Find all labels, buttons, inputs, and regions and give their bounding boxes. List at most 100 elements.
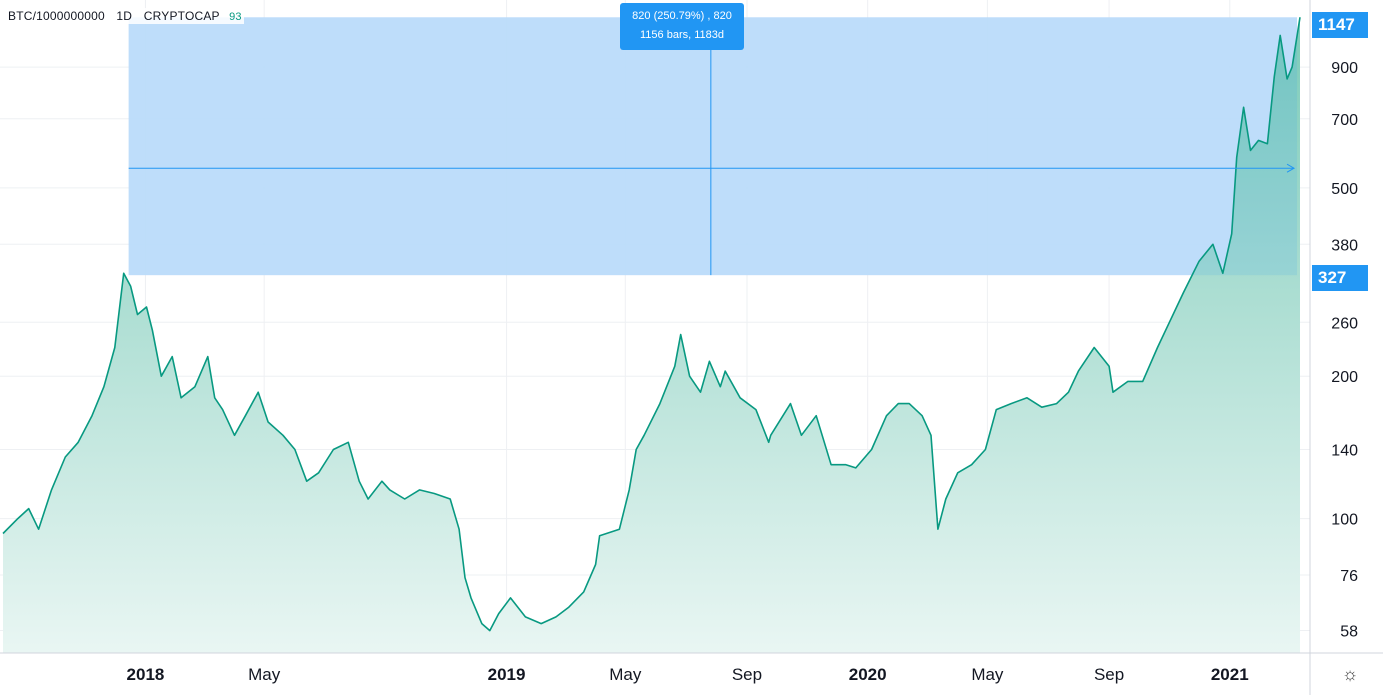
data-point (659, 402, 661, 404)
data-point (267, 421, 269, 423)
data-point (1055, 402, 1057, 404)
x-tick-label: May (609, 665, 642, 684)
data-point (618, 528, 620, 530)
data-point (91, 415, 93, 417)
data-point (151, 329, 153, 331)
data-point (509, 597, 511, 599)
data-point (524, 616, 526, 618)
data-point (1299, 16, 1301, 18)
data-point (50, 489, 52, 491)
data-point (739, 397, 741, 399)
data-point (688, 375, 690, 377)
data-point (1108, 365, 1110, 367)
data-point (257, 391, 259, 393)
data-point (885, 415, 887, 417)
data-point (1168, 321, 1170, 323)
data-point (17, 517, 19, 519)
data-point (103, 386, 105, 388)
data-point (2, 532, 4, 534)
data-point (470, 597, 472, 599)
measure-tooltip: 820 (250.79%) , 820 1156 bars, 1183d (620, 3, 744, 50)
legend-symbol[interactable]: BTC/1000000000 (8, 9, 105, 23)
data-point (1222, 272, 1224, 274)
measure-range-overlay (128, 17, 1298, 276)
data-point (489, 629, 491, 631)
data-point (1242, 106, 1244, 108)
data-point (1249, 149, 1251, 151)
price-label-low: 327 (1312, 265, 1368, 291)
data-point (930, 434, 932, 436)
data-point (1026, 397, 1028, 399)
data-point (724, 370, 726, 372)
legend-last-value: 93 (229, 11, 242, 23)
data-point (679, 333, 681, 335)
data-point (908, 402, 910, 404)
legend-exchange: CRYPTOCAP (143, 9, 220, 23)
data-point (830, 464, 832, 466)
data-point (1077, 370, 1079, 372)
data-point (64, 456, 66, 458)
measure-range-box[interactable] (128, 17, 1298, 276)
data-point (768, 441, 770, 443)
price-label-high: 1147 (1312, 12, 1368, 38)
gear-icon[interactable]: ☼ (1341, 664, 1359, 684)
data-point (221, 408, 223, 410)
data-point (1142, 380, 1144, 382)
x-tick-label: Sep (732, 665, 762, 684)
data-point (282, 434, 284, 436)
data-point (598, 535, 600, 537)
data-point (28, 507, 30, 509)
data-point (800, 434, 802, 436)
data-point (332, 448, 334, 450)
data-point (180, 397, 182, 399)
legend-interval[interactable]: 1D (116, 9, 133, 23)
data-point (458, 528, 460, 530)
data-point (594, 563, 596, 565)
data-point (481, 622, 483, 624)
data-point (367, 498, 369, 500)
x-tick-label: May (971, 665, 1004, 684)
data-point (449, 498, 451, 500)
y-tick-label: 700 (1331, 112, 1358, 129)
measure-bars-text: 1156 bars, 1183d (640, 29, 724, 41)
data-point (129, 285, 131, 287)
data-point (294, 448, 296, 450)
data-point (583, 591, 585, 593)
data-point (1041, 406, 1043, 408)
data-point (1291, 66, 1293, 68)
data-point (433, 492, 435, 494)
data-point (160, 375, 162, 377)
y-tick-label: 140 (1331, 442, 1358, 459)
measure-arrow-icon (1286, 163, 1296, 173)
data-point (984, 448, 986, 450)
data-point (122, 272, 124, 274)
data-point (1279, 34, 1281, 36)
data-point (708, 360, 710, 362)
data-point (815, 415, 817, 417)
data-point (643, 434, 645, 436)
data-point (317, 472, 319, 474)
y-tick-label: 260 (1331, 315, 1358, 332)
data-point (171, 355, 173, 357)
data-point (1156, 346, 1158, 348)
data-point (244, 415, 246, 417)
y-tick-label: 200 (1331, 369, 1358, 386)
series-line[interactable] (2, 17, 1301, 632)
data-point (855, 467, 857, 469)
data-point (897, 402, 899, 404)
data-point (1127, 380, 1129, 382)
x-tick-label: 2018 (127, 665, 165, 684)
data-point (207, 355, 209, 357)
y-tick-label: 76 (1340, 568, 1358, 585)
data-point (464, 577, 466, 579)
data-point (347, 441, 349, 443)
data-point (1286, 78, 1288, 80)
data-point (1257, 139, 1259, 141)
measure-change-text: 820 (250.79%) , 820 (632, 10, 732, 22)
data-point (1212, 243, 1214, 245)
data-point (497, 612, 499, 614)
x-tick-label: Sep (1094, 665, 1124, 684)
data-point (674, 365, 676, 367)
